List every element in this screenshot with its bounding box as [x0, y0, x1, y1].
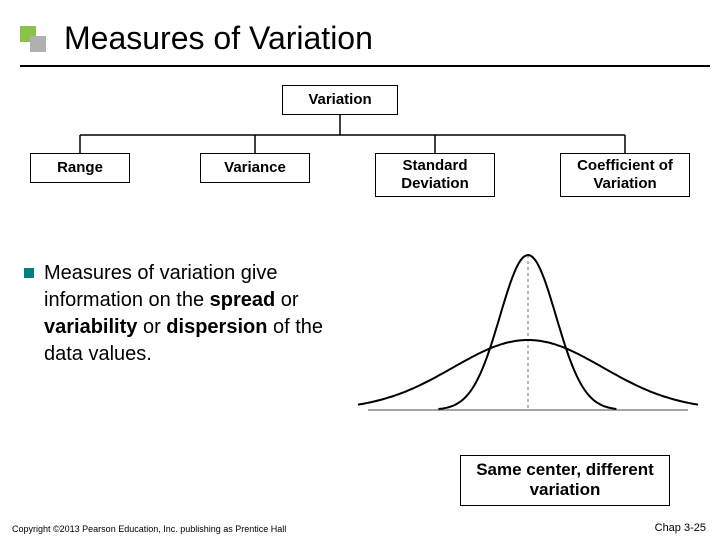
- square-grey: [30, 36, 46, 52]
- tree-child-variance: Variance: [200, 153, 310, 183]
- tree-child-stddev: Standard Deviation: [375, 153, 495, 197]
- chapter-page: Chap 3-25: [655, 522, 706, 534]
- distribution-svg: [358, 240, 698, 440]
- tree-child-coefvar: Coefficient of Variation: [560, 153, 690, 197]
- tree-child-range: Range: [30, 153, 130, 183]
- slide-title: Measures of Variation: [64, 20, 373, 57]
- distribution-figure: [358, 240, 698, 440]
- concept-tree: Variation Range Variance Standard Deviat…: [10, 67, 710, 197]
- bullet-item: Measures of variation give information o…: [24, 260, 324, 368]
- bullet-square-icon: [24, 268, 34, 278]
- title-bullet-icon: [20, 26, 46, 52]
- copyright-text: Copyright ©2013 Pearson Education, Inc. …: [12, 524, 286, 534]
- bullet-text: Measures of variation give information o…: [44, 260, 324, 368]
- tree-root-box: Variation: [282, 85, 398, 115]
- title-bar: Measures of Variation: [20, 0, 710, 67]
- figure-caption: Same center, different variation: [460, 455, 670, 506]
